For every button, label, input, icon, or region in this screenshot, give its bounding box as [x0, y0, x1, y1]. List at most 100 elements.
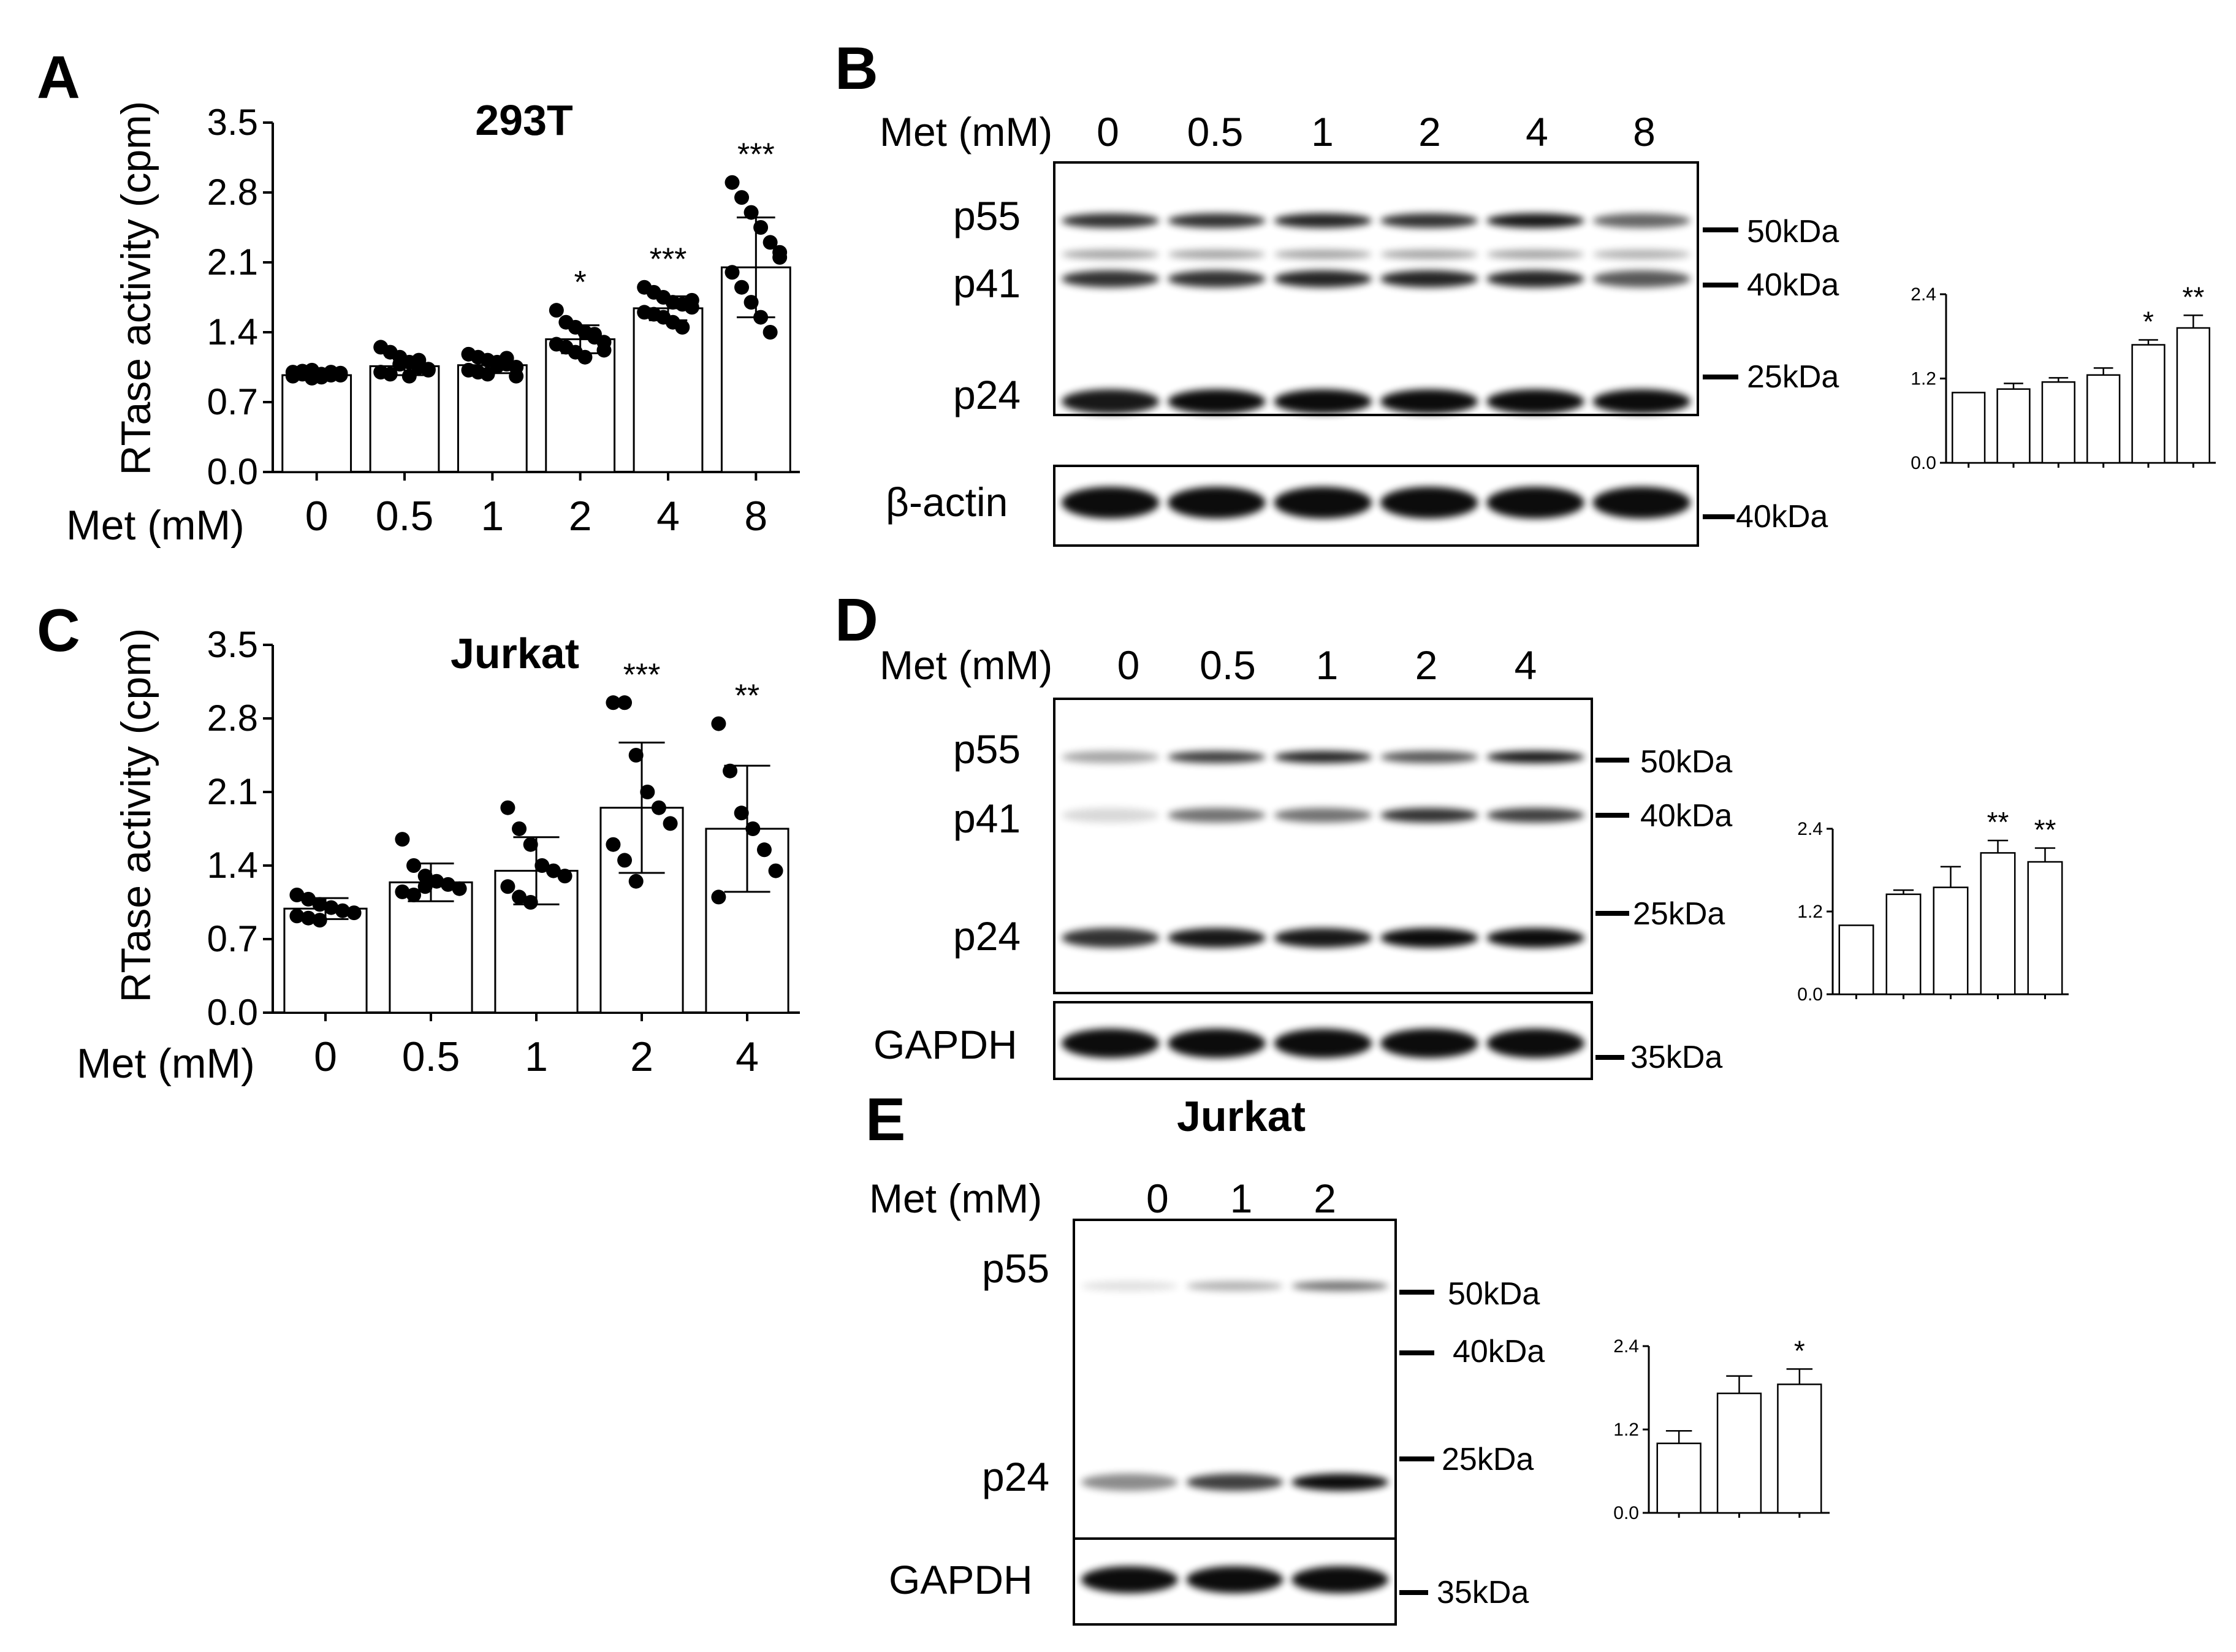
data-point — [743, 205, 759, 220]
band-label-p24-d: p24 — [953, 913, 1021, 959]
bar — [1996, 388, 2031, 464]
blot-frame-b — [1053, 161, 1699, 416]
panel-label-a: A — [37, 44, 80, 111]
y-tick-label: 2.8 — [207, 698, 258, 739]
blot-band — [1486, 270, 1584, 287]
bar — [1933, 886, 1969, 995]
blot-band — [1486, 1029, 1585, 1058]
lane-label: 1 — [1311, 109, 1334, 154]
blot-band — [1380, 270, 1478, 287]
blot-band — [1592, 213, 1691, 228]
bar — [633, 307, 704, 473]
blot-band — [1168, 249, 1266, 259]
data-point — [500, 879, 515, 894]
data-point — [628, 874, 644, 889]
blot-band — [1061, 249, 1160, 259]
western-blot-d: Met (mM) 0 0.5 1 2 4 p55 p41 p24 50kDa 40kDa… — [873, 642, 1732, 1080]
x-tick-label: 4 — [736, 1033, 759, 1080]
blot-band — [1592, 270, 1691, 287]
significance-label: *** — [737, 137, 775, 173]
lane-label: 0 — [1097, 109, 1119, 154]
x-tick-label: 0.5 — [376, 493, 434, 539]
marker-50kda-e: 50kDa — [1448, 1276, 1540, 1312]
lane-label: 4 — [1526, 109, 1548, 154]
data-point — [392, 357, 408, 372]
data-point — [768, 863, 783, 878]
data-point — [500, 800, 515, 815]
data-point — [606, 695, 621, 710]
data-point — [440, 877, 455, 892]
x-tick-label: 4 — [656, 493, 680, 539]
blot-band — [1486, 249, 1584, 259]
y-tick-label: 2.4 — [1911, 284, 1936, 305]
y-tick-label: 0.0 — [1797, 984, 1823, 1005]
data-point — [587, 327, 602, 342]
blot-band — [1168, 808, 1266, 823]
significance-label: ** — [1987, 806, 2009, 838]
y-tick-label: 1.2 — [1911, 369, 1936, 389]
data-point — [512, 821, 527, 836]
x-tick-label: 0.5 — [402, 1033, 460, 1080]
blot-band — [1592, 389, 1691, 414]
data-point — [734, 280, 750, 295]
x-tick-label: 0 — [305, 493, 329, 539]
lane-label: 2 — [1418, 109, 1441, 154]
y-tick-label: 1.4 — [207, 311, 258, 352]
panel-label-b: B — [835, 34, 878, 102]
x-tick-label: 2 — [630, 1033, 653, 1080]
bar — [2027, 861, 2063, 995]
data-point — [346, 905, 362, 921]
blot-band — [1061, 751, 1160, 763]
y-tick-label: 0.0 — [207, 451, 258, 492]
data-point — [762, 235, 778, 250]
data-point — [640, 785, 655, 799]
y-tick-label: 2.8 — [207, 172, 258, 213]
blot-band — [1081, 1281, 1178, 1291]
data-point — [512, 889, 527, 905]
blot-band — [1380, 1029, 1478, 1058]
chart-title-293t: 293T — [475, 96, 573, 144]
gapdh-bands-d — [1061, 1029, 1585, 1058]
loading-frame-b — [1053, 465, 1699, 547]
bar — [1952, 392, 1986, 464]
y-tick-label: 1.2 — [1613, 1420, 1639, 1440]
data-point — [417, 869, 433, 884]
bar — [2086, 374, 2121, 464]
blot-band — [1168, 270, 1266, 287]
x-axis-label-c: Met (mM) — [77, 1040, 255, 1087]
data-point — [557, 869, 572, 884]
data-point — [312, 897, 327, 912]
bar — [369, 365, 440, 473]
blot-band — [1061, 808, 1160, 823]
blot-band — [1274, 808, 1372, 823]
data-point — [762, 325, 778, 340]
marker-35kda-e: 35kDa — [1437, 1575, 1529, 1610]
data-point — [606, 837, 621, 852]
bar-chart-jurkat: Jurkat RTase activity (cpm) Met (mM) 0.0… — [77, 624, 800, 1087]
data-point — [509, 368, 524, 384]
data-point — [382, 367, 398, 382]
blot-band — [1486, 808, 1585, 823]
significance-label: * — [574, 265, 587, 300]
y-tick-label: 0.0 — [207, 992, 258, 1033]
data-point — [617, 853, 633, 868]
blot-band — [1061, 213, 1160, 228]
bar — [1656, 1442, 1702, 1514]
blot-frame-e — [1073, 1219, 1397, 1543]
y-tick-label: 0.0 — [1911, 453, 1936, 473]
data-point — [617, 695, 633, 710]
blot-band — [1061, 928, 1160, 948]
western-blot-b: Met (mM) 0 0.5 1 2 4 8 p55 p41 p24 50kDa 40kD… — [880, 109, 1839, 547]
blot-band — [1186, 1281, 1283, 1291]
blot-band — [1274, 928, 1372, 948]
data-point — [651, 800, 666, 815]
lane-label: 2 — [1415, 642, 1438, 688]
blot-band — [1274, 270, 1372, 287]
significance-label: *** — [623, 657, 661, 693]
data-point — [549, 303, 564, 318]
chart-title-jurkat: Jurkat — [451, 630, 579, 677]
data-point — [289, 888, 305, 902]
data-point — [675, 319, 690, 335]
bar — [1716, 1392, 1762, 1514]
panel-label-e: E — [865, 1086, 905, 1153]
